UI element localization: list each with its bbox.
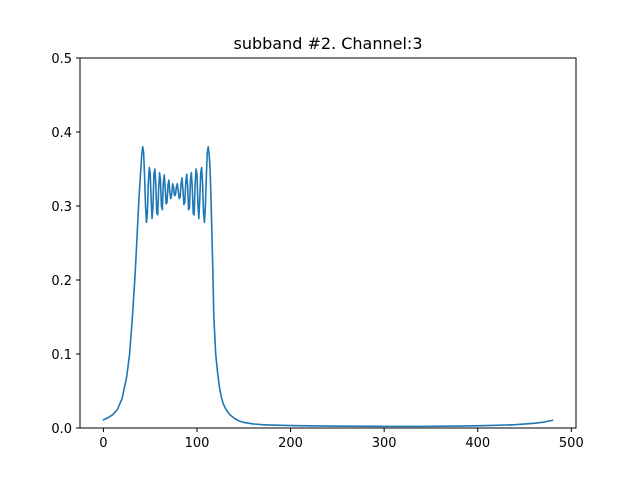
y-tick-label: 0.5 [51, 52, 72, 67]
x-axis-ticks: 0 100 200 300 400 500 [99, 428, 584, 451]
x-tick-label: 400 [465, 436, 490, 451]
x-tick-label: 200 [278, 436, 303, 451]
plot-area [80, 58, 576, 428]
y-tick-label: 0.2 [51, 274, 72, 289]
series-line-0 [102, 146, 554, 428]
y-tick-label: 0.3 [51, 200, 72, 215]
x-tick-label: 100 [185, 436, 210, 451]
x-tick-label: 0 [99, 436, 107, 451]
y-tick-label: 0.1 [51, 348, 72, 363]
y-tick-label: 0.0 [51, 422, 72, 437]
y-tick-label: 0.4 [51, 126, 72, 141]
x-tick-label: 300 [372, 436, 397, 451]
series-layer [102, 146, 554, 428]
y-axis-ticks: 0.0 0.1 0.2 0.3 0.4 0.5 [51, 52, 80, 437]
x-tick-label: 500 [559, 436, 584, 451]
chart-title: subband #2. Channel:3 [234, 34, 423, 53]
plot-frame [79, 57, 577, 429]
